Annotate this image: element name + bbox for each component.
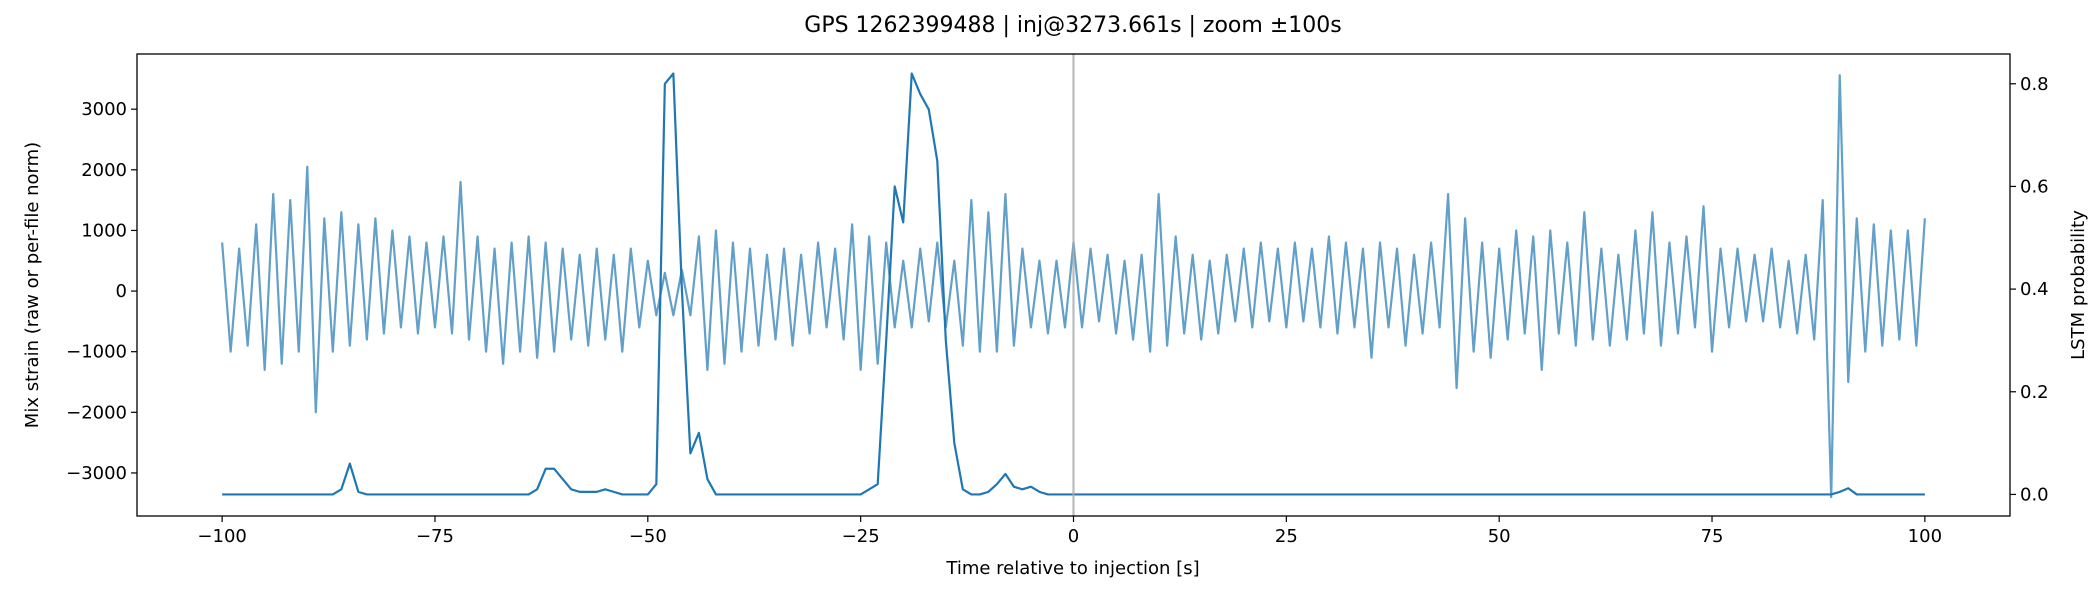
x-tick-label: −75	[416, 526, 454, 547]
y-tick-label: −2000	[66, 402, 127, 423]
x-tick-label: 50	[1488, 526, 1511, 547]
chart-title: GPS 1262399488 | inj@3273.661s | zoom ±1…	[804, 13, 1341, 38]
y2-tick-label: 0.8	[2020, 74, 2049, 95]
y2-axis-label: LSTM probability	[2068, 210, 2089, 360]
x-tick-label: 25	[1275, 526, 1298, 547]
y-tick-label: −3000	[66, 463, 127, 484]
x-tick-label: −25	[842, 526, 880, 547]
plot-frame	[136, 53, 2011, 517]
y2-tick-label: 0.6	[2020, 176, 2049, 197]
x-tick-label: −100	[197, 526, 246, 547]
y-tick-label: −1000	[66, 342, 127, 363]
y-tick-label: 2000	[81, 160, 127, 181]
y-axis-label: Mix strain (raw or per-file norm)	[22, 142, 43, 428]
y2-tick-label: 0.2	[2020, 382, 2049, 403]
y2-tick-label: 0.4	[2020, 279, 2049, 300]
y-tick-label: 3000	[81, 99, 127, 120]
x-tick-label: 0	[1068, 526, 1079, 547]
x-tick-label: −50	[629, 526, 667, 547]
y2-tick-label: 0.0	[2020, 484, 2049, 505]
y-tick-label: 0	[116, 281, 127, 302]
x-tick-label: 75	[1701, 526, 1724, 547]
x-tick-label: 100	[1908, 526, 1942, 547]
x-axis-label: Time relative to injection [s]	[945, 558, 1199, 579]
y-tick-label: 1000	[81, 220, 127, 241]
